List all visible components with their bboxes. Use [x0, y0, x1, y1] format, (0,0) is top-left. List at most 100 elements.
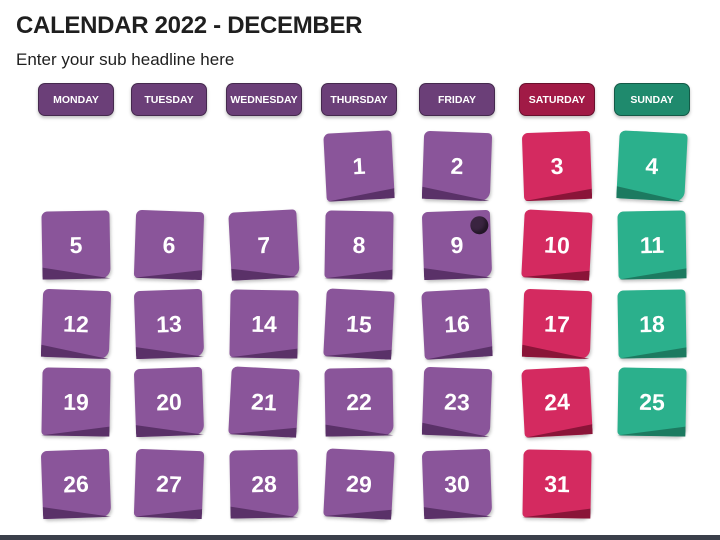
weekday-header-saturday: SATURDAY [519, 83, 595, 116]
page-curl-icon [230, 506, 299, 519]
page-curl-icon [135, 425, 205, 438]
date-number: 24 [543, 387, 571, 416]
weekday-header-thursday: THURSDAY [321, 83, 397, 116]
page-title: CALENDAR 2022 - DECEMBER [16, 12, 363, 39]
date-note-14[interactable]: 14 [229, 289, 299, 359]
date-number: 21 [250, 387, 278, 416]
date-number: 13 [155, 310, 183, 337]
page-curl-icon [41, 426, 110, 437]
page-curl-icon [42, 267, 111, 280]
bottom-bar [0, 535, 720, 540]
date-note-13[interactable]: 13 [133, 288, 205, 360]
date-note-24[interactable]: 24 [521, 366, 593, 438]
date-number: 16 [443, 309, 471, 338]
page-curl-icon [617, 426, 686, 437]
date-number: 3 [550, 152, 564, 179]
date-number: 20 [155, 388, 183, 415]
weekday-header-sunday: SUNDAY [614, 83, 690, 116]
weekday-header-wednesday: WEDNESDAY [226, 83, 302, 116]
date-number: 7 [256, 231, 272, 258]
date-note-1[interactable]: 1 [323, 130, 395, 202]
page-curl-icon [323, 349, 392, 360]
date-note-30[interactable]: 30 [421, 448, 493, 520]
date-note-8[interactable]: 8 [324, 210, 394, 280]
date-number: 18 [638, 310, 666, 337]
date-number: 28 [250, 470, 278, 497]
date-note-22[interactable]: 22 [324, 367, 394, 437]
date-number: 2 [450, 152, 464, 179]
page-curl-icon [423, 268, 493, 281]
date-number: 23 [443, 388, 471, 415]
date-number: 25 [638, 388, 666, 415]
date-number: 19 [62, 388, 90, 415]
date-note-16[interactable]: 16 [421, 288, 493, 360]
page-curl-icon [618, 347, 687, 359]
date-number: 26 [62, 470, 90, 497]
date-number: 30 [443, 470, 471, 497]
page-curl-icon [229, 348, 298, 359]
page-curl-icon [421, 186, 490, 202]
page-curl-icon [325, 424, 394, 437]
page-curl-icon [616, 186, 685, 202]
page-curl-icon [323, 509, 392, 520]
date-note-17[interactable]: 17 [521, 288, 593, 360]
weekday-header-friday: FRIDAY [419, 83, 495, 116]
page-curl-icon [524, 424, 593, 438]
page-curl-icon [228, 427, 297, 438]
date-number: 15 [345, 309, 373, 338]
page-curl-icon [133, 270, 203, 281]
weekday-header-monday: MONDAY [38, 83, 114, 116]
date-number: 4 [644, 152, 660, 179]
date-note-25[interactable]: 25 [617, 367, 687, 437]
page-curl-icon [521, 270, 590, 281]
page-curl-icon [618, 268, 687, 280]
date-note-23[interactable]: 23 [421, 366, 493, 438]
page-curl-icon [326, 188, 395, 202]
date-note-6[interactable]: 6 [133, 209, 205, 281]
page-curl-icon [522, 508, 591, 519]
page-curl-icon [423, 507, 493, 520]
date-number: 29 [345, 469, 373, 498]
date-note-7[interactable]: 7 [228, 209, 300, 281]
date-note-3[interactable]: 3 [521, 130, 593, 202]
date-number: 11 [639, 231, 665, 258]
date-note-15[interactable]: 15 [323, 288, 395, 360]
page-curl-icon [421, 422, 490, 438]
date-note-11[interactable]: 11 [617, 210, 687, 280]
date-number: 8 [352, 231, 366, 258]
date-number: 17 [543, 310, 571, 337]
page-curl-icon [42, 507, 112, 520]
page-curl-icon [133, 509, 203, 520]
page-curl-icon [135, 347, 205, 360]
date-note-29[interactable]: 29 [323, 448, 395, 520]
date-note-28[interactable]: 28 [229, 449, 299, 519]
page-curl-icon [524, 188, 593, 202]
date-note-31[interactable]: 31 [522, 449, 592, 519]
page-subtitle: Enter your sub headline here [16, 50, 235, 69]
date-number: 5 [69, 231, 83, 258]
date-note-10[interactable]: 10 [521, 209, 593, 281]
date-note-21[interactable]: 21 [228, 366, 300, 438]
page-curl-icon [521, 344, 590, 360]
date-number: 14 [250, 310, 278, 337]
date-note-26[interactable]: 26 [40, 448, 112, 520]
date-note-5[interactable]: 5 [41, 210, 111, 280]
date-number: 1 [351, 152, 367, 179]
weekday-header-row: MONDAY TUESDAY WEDNESDAY THURSDAY FRIDAY SATU… [0, 0, 720, 120]
page-curl-icon [231, 268, 300, 281]
date-note-9[interactable]: 9 [421, 209, 493, 281]
date-note-12[interactable]: 12 [40, 288, 112, 360]
date-number: 22 [345, 388, 373, 415]
date-note-19[interactable]: 19 [41, 367, 111, 437]
page-curl-icon [424, 346, 493, 360]
date-number: 27 [155, 470, 183, 497]
date-number: 31 [543, 470, 571, 497]
date-note-2[interactable]: 2 [421, 130, 493, 202]
date-number: 6 [162, 231, 176, 258]
page-curl-icon [40, 344, 109, 360]
date-note-20[interactable]: 20 [133, 366, 205, 438]
date-note-27[interactable]: 27 [133, 448, 205, 520]
date-note-4[interactable]: 4 [616, 130, 688, 202]
date-note-18[interactable]: 18 [617, 289, 687, 359]
